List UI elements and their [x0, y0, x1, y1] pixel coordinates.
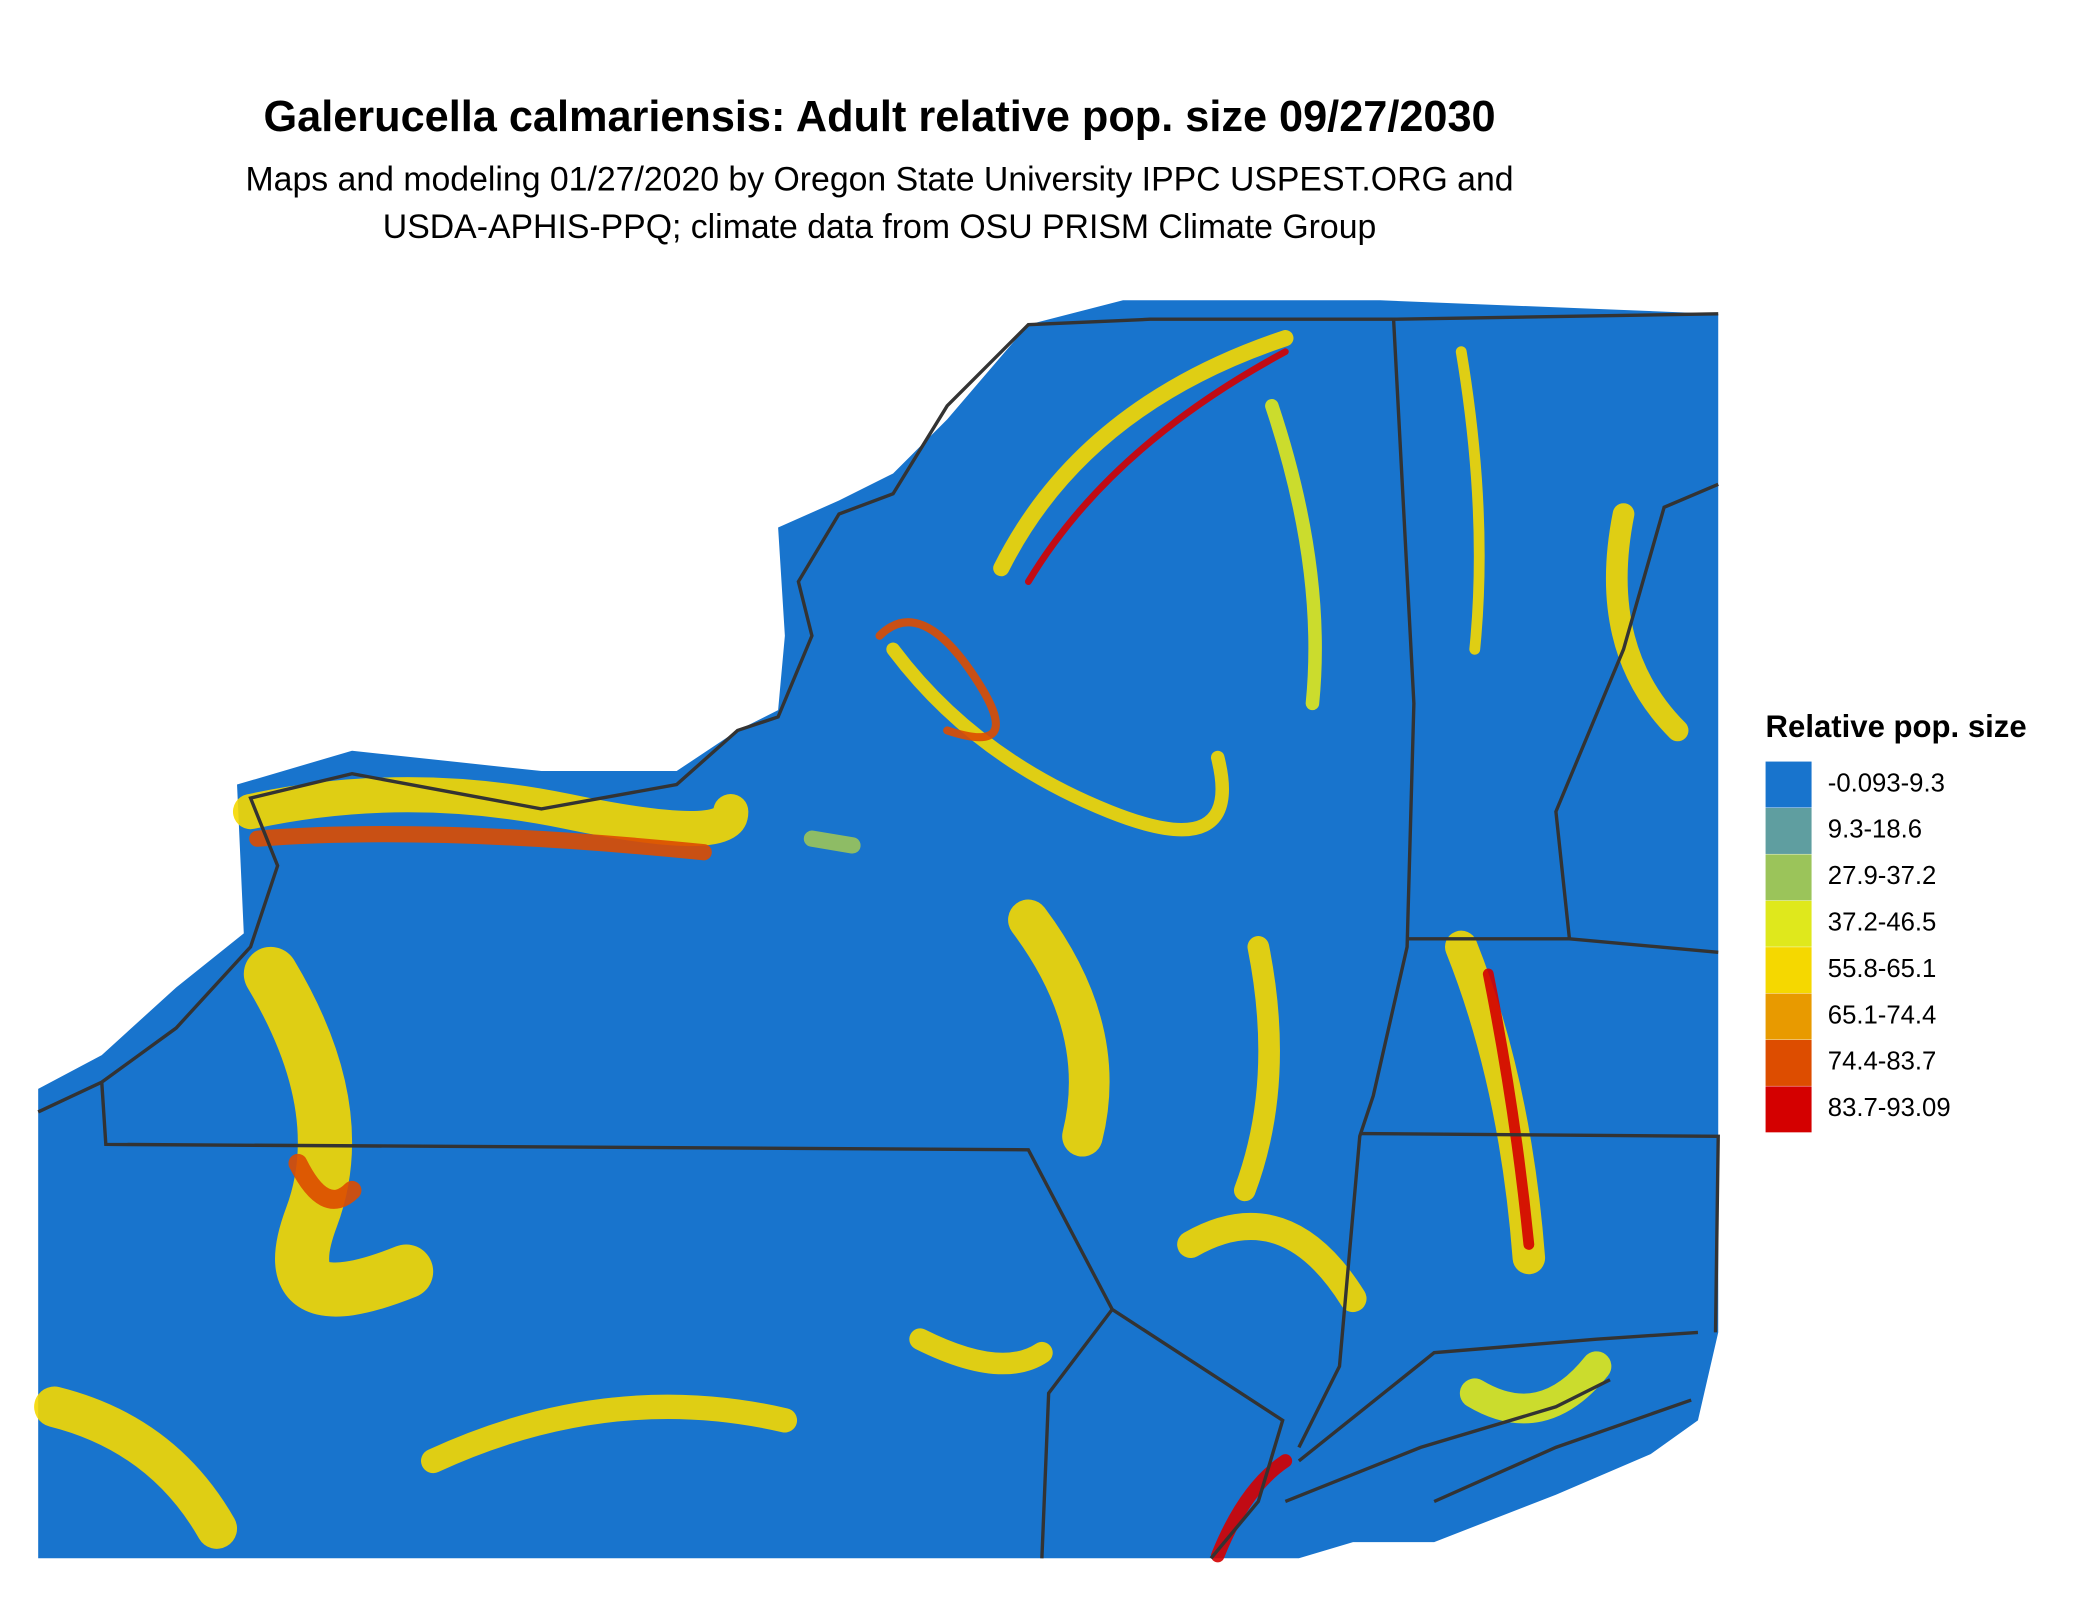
hotspot: [1008, 899, 1110, 1157]
map-subtitle: Maps and modeling 01/27/2020 by Oregon S…: [246, 161, 1514, 199]
region: [38, 300, 1719, 1559]
raster: [34, 300, 1719, 1563]
hotspot: [34, 1386, 238, 1549]
hotspot: [1482, 968, 1535, 1250]
legend-swatch: [1765, 1039, 1812, 1086]
legend-label: -0.093-9.3: [1828, 769, 1945, 797]
legend-label: 27.9-37.2: [1828, 862, 1937, 890]
legend-swatch: [1765, 993, 1812, 1040]
hotspot: [288, 1153, 362, 1209]
hotspot: [243, 946, 434, 1317]
hotspot: [1605, 503, 1689, 742]
hotspot: [1459, 1351, 1612, 1424]
legend-swatch: [1765, 854, 1812, 901]
legend-swatch: [1765, 900, 1812, 947]
legend-label: 65.1-74.4: [1828, 1001, 1937, 1029]
legend-swatch: [1765, 947, 1812, 994]
legend-swatch: [1765, 1086, 1812, 1133]
hotspot: [875, 618, 1000, 742]
hotspot: [1177, 1212, 1367, 1313]
legend-swatch: [1765, 807, 1812, 854]
hotspot: [1233, 936, 1280, 1202]
legend-label: 55.8-65.1: [1828, 955, 1937, 983]
hotspot: [803, 830, 861, 854]
legend-label: 83.7-93.09: [1828, 1094, 1951, 1122]
hotspot: [420, 1394, 798, 1474]
hotspot: [886, 642, 1229, 837]
legend-title: Relative pop. size: [1766, 709, 2027, 744]
hotspot: [1455, 346, 1485, 655]
map-title: Galerucella calmariensis: Adult relative…: [264, 93, 1496, 141]
legend: Relative pop. size -0.093-9.3 9.3-18.6 27.…: [1765, 709, 2027, 1133]
map-subtitle: USDA-APHIS-PPQ; climate data from OSU PR…: [383, 208, 1377, 246]
hotspot: [1265, 399, 1322, 711]
legend-label: 9.3-18.6: [1828, 816, 1922, 844]
legend-label: 37.2-46.5: [1828, 909, 1937, 937]
legend-label: 74.4-83.7: [1828, 1048, 1937, 1076]
hotspot: [909, 1328, 1053, 1375]
hotspot: [1024, 348, 1289, 586]
borders: [37, 312, 1720, 1560]
hotspot: [249, 826, 712, 861]
hotspot: [993, 330, 1294, 577]
legend-swatch: [1765, 761, 1812, 808]
